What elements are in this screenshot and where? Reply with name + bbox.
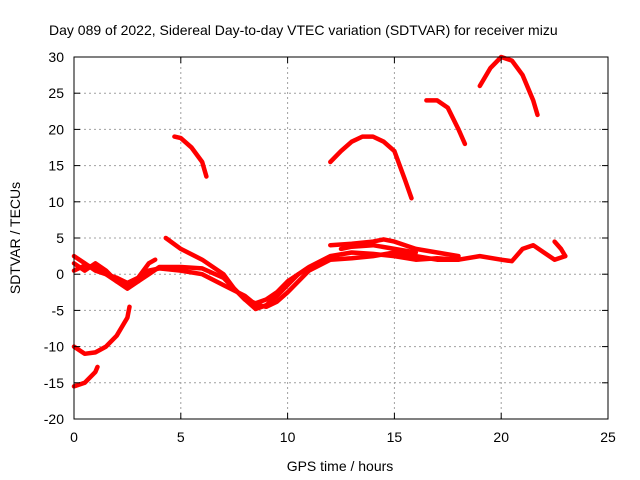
y-tick-label: 0 bbox=[56, 266, 64, 282]
series-arc-l bbox=[424, 98, 468, 147]
plot-series bbox=[71, 54, 568, 389]
series-arc-k bbox=[328, 134, 414, 201]
x-tick-label: 25 bbox=[600, 429, 616, 445]
y-tick-label: -5 bbox=[52, 302, 65, 318]
series-arc-j bbox=[172, 134, 209, 179]
y-tick-label: 5 bbox=[56, 230, 64, 246]
grid bbox=[74, 57, 608, 419]
y-tick-label: 30 bbox=[48, 49, 64, 65]
y-tick-label: -20 bbox=[44, 411, 64, 427]
x-tick-label: 10 bbox=[280, 429, 296, 445]
chart-title: Day 089 of 2022, Sidereal Day-to-day VTE… bbox=[49, 22, 558, 38]
y-axis-label: SDTVAR / TECUs bbox=[7, 182, 23, 294]
series-arc-i bbox=[71, 364, 100, 389]
series-arc-e bbox=[328, 237, 461, 259]
y-tick-label: 15 bbox=[48, 158, 64, 174]
y-tick-label: -15 bbox=[44, 375, 64, 391]
x-tick-label: 5 bbox=[177, 429, 185, 445]
x-tick-label: 15 bbox=[387, 429, 403, 445]
x-axis-label: GPS time / hours bbox=[287, 458, 394, 474]
series-arc-g bbox=[552, 239, 568, 259]
series-arc-a bbox=[71, 242, 568, 312]
series-arc-d bbox=[163, 235, 301, 306]
series-arc-f bbox=[338, 242, 419, 255]
x-tick-label: 20 bbox=[493, 429, 509, 445]
y-tick-label: 25 bbox=[48, 85, 64, 101]
series-arc-c bbox=[71, 257, 158, 286]
axis-ticks: 0 5 10 15 20 25 -20 -15 -10 -5 0 5 10 15 20 25 30 bbox=[44, 49, 616, 445]
series-arc-m bbox=[477, 54, 540, 118]
y-tick-label: 20 bbox=[48, 121, 64, 137]
y-tick-label: -10 bbox=[44, 339, 64, 355]
x-tick-label: 0 bbox=[70, 429, 78, 445]
y-tick-label: 10 bbox=[48, 194, 64, 210]
series-arc-h bbox=[71, 304, 132, 357]
